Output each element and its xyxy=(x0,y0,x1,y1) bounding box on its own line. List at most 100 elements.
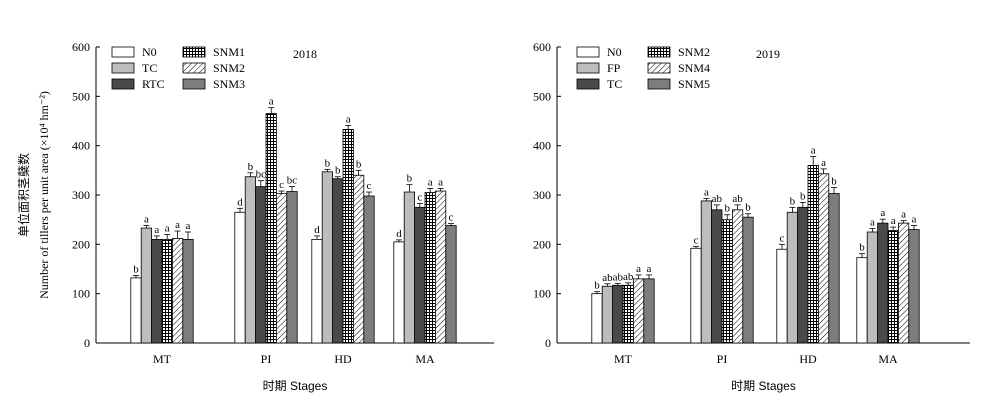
legend-swatch-FP xyxy=(576,62,600,74)
bar-TC-MT xyxy=(612,284,624,344)
bar-SNM3-MA xyxy=(445,225,457,344)
significance-letter: bc xyxy=(256,169,267,181)
legend-label-RTC: RTC xyxy=(142,77,165,91)
bar-SNM3-MT xyxy=(182,238,194,344)
bar-SNM3-PI xyxy=(286,191,298,344)
bar-SNM1-HD xyxy=(342,128,354,344)
legend-swatch-RTC xyxy=(111,78,135,90)
significance-letter: a xyxy=(175,219,180,231)
bar-SNM2-MA xyxy=(434,190,447,344)
bar-N0-PI xyxy=(234,211,246,344)
y-tick-label: 400 xyxy=(533,139,551,153)
significance-letter: ab xyxy=(712,193,723,205)
y-tick-label: 400 xyxy=(72,139,90,153)
bar-SNM5-HD xyxy=(828,193,840,344)
legend-swatch-SNM3 xyxy=(182,78,206,90)
significance-letter: b xyxy=(335,165,341,177)
significance-letter: a xyxy=(891,215,896,227)
significance-letter: ab xyxy=(623,271,634,283)
legend-label-SNM1: SNM1 xyxy=(213,45,245,59)
significance-letter: d xyxy=(314,224,320,236)
significance-letter: a xyxy=(901,209,906,221)
bar-SNM1-MA xyxy=(424,192,436,344)
x-tick-label: PI xyxy=(717,352,728,366)
x-tick-label: PI xyxy=(261,352,272,366)
y-tick-label: 300 xyxy=(72,188,90,202)
significance-letter: b xyxy=(800,190,806,202)
y-tick-label: 500 xyxy=(72,89,90,103)
bar-SNM2-HD xyxy=(352,174,365,344)
significance-letter: a xyxy=(704,186,709,198)
legend-swatch-SNM2 xyxy=(182,62,206,74)
bar-SNM2-MT xyxy=(622,284,634,344)
y-tick-label: 600 xyxy=(72,40,90,54)
significance-letter: a xyxy=(880,207,885,219)
bar-SNM1-MT xyxy=(161,238,173,344)
bar-SNM4-MT xyxy=(633,278,645,344)
y-tick-label: 0 xyxy=(84,336,90,350)
bar-FP-MA xyxy=(866,231,879,344)
significance-letter: a xyxy=(186,220,191,232)
bar-SNM5-MA xyxy=(908,229,920,344)
bar-N0-MT xyxy=(130,277,142,344)
bar-RTC-HD xyxy=(332,178,344,344)
bar-FP-MT xyxy=(601,285,614,344)
legend: N0 FP TC SNM2 SNM4 SNM5 xyxy=(576,45,710,91)
significance-letter: c xyxy=(279,179,284,191)
legend-label-N0: N0 xyxy=(607,45,622,59)
significance-letter: a xyxy=(912,214,917,226)
significance-letter: b xyxy=(407,173,413,185)
significance-letter: a xyxy=(269,96,274,108)
bar-SNM4-PI xyxy=(732,209,744,344)
legend-swatch-SNM1 xyxy=(182,46,206,58)
legend-label-TC: TC xyxy=(607,77,622,91)
bar-FP-HD xyxy=(786,211,799,344)
bar-TC-MA xyxy=(403,191,416,344)
legend-swatch-TC xyxy=(576,78,600,90)
legend-label-N0: N0 xyxy=(142,45,157,59)
bar-N0-PI xyxy=(690,247,702,344)
bar-SNM2-PI xyxy=(275,193,288,344)
bar-N0-MA xyxy=(393,241,405,344)
significance-letter: a xyxy=(636,263,641,275)
significance-letter: b xyxy=(790,195,796,207)
y-tick-label: 500 xyxy=(533,89,551,103)
bar-RTC-MA xyxy=(414,206,426,344)
significance-letter: ab xyxy=(613,271,624,283)
bar-TC-MA xyxy=(877,222,889,344)
significance-letter: b xyxy=(133,263,139,275)
legend-label-SNM2: SNM2 xyxy=(213,61,245,75)
significance-letter: b xyxy=(724,203,730,215)
bar-SNM2-HD xyxy=(807,164,819,344)
bar-SNM4-MA xyxy=(898,222,910,344)
significance-letter: b xyxy=(248,161,254,173)
legend-swatch-N0 xyxy=(111,46,135,58)
significance-letter: b xyxy=(831,176,837,188)
bar-RTC-PI xyxy=(255,186,267,344)
bar-TC-PI xyxy=(711,209,723,344)
bar-SNM5-MT xyxy=(643,278,655,344)
significance-letter: d xyxy=(396,228,402,240)
legend-label-SNM5: SNM5 xyxy=(678,77,710,91)
significance-letter: a xyxy=(428,177,433,189)
bar-SNM2-PI xyxy=(721,219,733,344)
significance-letter: ab xyxy=(602,272,613,284)
significance-letter: a xyxy=(811,145,816,157)
y-tick-label: 600 xyxy=(533,40,551,54)
y-tick-label: 0 xyxy=(545,336,551,350)
bar-SNM2-MT xyxy=(171,238,184,344)
x-axis-title: 时期 Stages xyxy=(263,379,328,393)
bar-TC-HD xyxy=(321,171,334,344)
significance-letter: a xyxy=(438,177,443,189)
x-tick-label: MA xyxy=(415,352,435,366)
significance-letter: a xyxy=(870,217,875,229)
significance-letter: c xyxy=(417,191,422,203)
bar-SNM1-PI xyxy=(265,113,277,344)
x-tick-label: MT xyxy=(614,352,633,366)
legend-swatch-SNM4 xyxy=(647,62,671,74)
significance-letter: a xyxy=(346,113,351,125)
legend-swatch-TC xyxy=(111,62,135,74)
bar-SNM4-HD xyxy=(818,173,830,344)
